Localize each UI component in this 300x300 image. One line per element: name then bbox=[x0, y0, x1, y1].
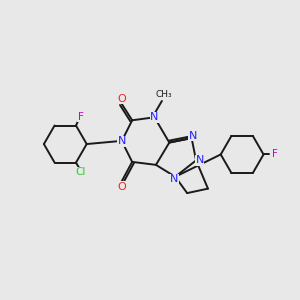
Text: Cl: Cl bbox=[75, 167, 85, 177]
Text: N: N bbox=[195, 155, 204, 165]
Text: F: F bbox=[77, 112, 83, 122]
Text: O: O bbox=[117, 182, 126, 192]
Text: N: N bbox=[169, 174, 178, 184]
Text: N: N bbox=[118, 136, 126, 146]
Text: CH₃: CH₃ bbox=[155, 90, 172, 99]
Text: N: N bbox=[150, 112, 159, 122]
Text: O: O bbox=[117, 94, 126, 103]
Text: N: N bbox=[189, 131, 197, 141]
Text: F: F bbox=[272, 149, 278, 160]
